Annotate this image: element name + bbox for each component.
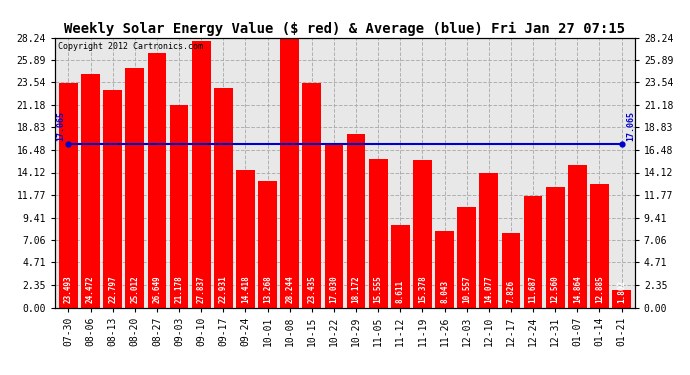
Bar	[590, 184, 609, 308]
Bar	[612, 290, 631, 308]
Text: 13.268: 13.268	[263, 275, 272, 303]
Text: 8.611: 8.611	[396, 280, 405, 303]
Text: 21.178: 21.178	[175, 275, 184, 303]
Text: 10.557: 10.557	[462, 275, 471, 303]
Bar	[568, 165, 586, 308]
Text: 23.493: 23.493	[64, 275, 73, 303]
Bar	[546, 188, 564, 308]
Text: 22.931: 22.931	[219, 275, 228, 303]
Bar	[59, 83, 78, 308]
Text: 18.172: 18.172	[352, 275, 361, 303]
Text: 14.418: 14.418	[241, 275, 250, 303]
Text: Copyright 2012 Cartronics.com: Copyright 2012 Cartronics.com	[58, 42, 203, 51]
Text: 14.864: 14.864	[573, 275, 582, 303]
Title: Weekly Solar Energy Value ($ red) & Average (blue) Fri Jan 27 07:15: Weekly Solar Energy Value ($ red) & Aver…	[64, 22, 626, 36]
Bar	[192, 41, 210, 308]
Text: 12.560: 12.560	[551, 275, 560, 303]
Text: 8.043: 8.043	[440, 280, 449, 303]
Text: 24.472: 24.472	[86, 275, 95, 303]
Bar	[148, 53, 166, 307]
Bar	[457, 207, 476, 308]
Text: 17.030: 17.030	[329, 275, 338, 303]
Text: 23.435: 23.435	[307, 275, 316, 303]
Bar	[435, 231, 454, 308]
Bar	[280, 38, 299, 308]
Bar	[391, 225, 410, 308]
Bar	[413, 160, 432, 308]
Text: 7.826: 7.826	[506, 280, 515, 303]
Text: 28.244: 28.244	[285, 275, 294, 303]
Bar	[236, 170, 255, 308]
Bar	[81, 74, 100, 308]
Bar	[524, 196, 542, 308]
Text: 15.555: 15.555	[374, 275, 383, 303]
Text: 26.649: 26.649	[152, 275, 161, 303]
Bar	[324, 145, 344, 308]
Bar	[258, 181, 277, 308]
Bar	[480, 173, 498, 308]
Text: 27.837: 27.837	[197, 275, 206, 303]
Bar	[104, 90, 122, 308]
Text: 15.378: 15.378	[418, 275, 427, 303]
Bar	[302, 84, 322, 308]
Bar	[214, 88, 233, 308]
Text: 17.065: 17.065	[57, 111, 66, 141]
Bar	[126, 68, 144, 308]
Bar	[346, 134, 366, 308]
Bar	[170, 105, 188, 308]
Bar	[368, 159, 388, 308]
Text: 17.065: 17.065	[626, 111, 635, 141]
Text: 14.077: 14.077	[484, 275, 493, 303]
Text: 25.012: 25.012	[130, 275, 139, 303]
Text: 22.797: 22.797	[108, 275, 117, 303]
Text: 11.687: 11.687	[529, 275, 538, 303]
Text: 12.885: 12.885	[595, 275, 604, 303]
Bar	[502, 232, 520, 308]
Text: 1.802: 1.802	[617, 280, 626, 303]
